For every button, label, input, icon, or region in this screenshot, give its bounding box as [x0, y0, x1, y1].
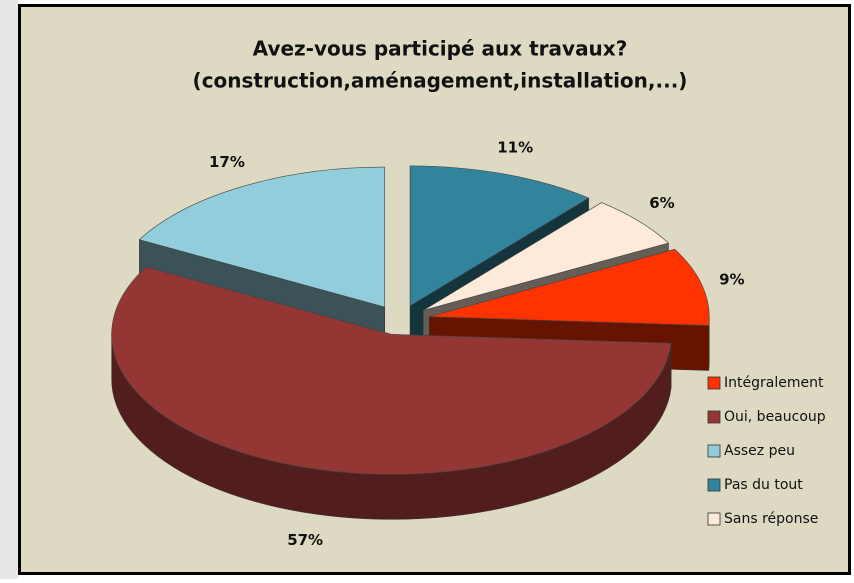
- data-label: 57%: [287, 531, 323, 549]
- legend-swatch: [707, 478, 721, 492]
- side-strip: [0, 0, 18, 579]
- slice: [409, 165, 590, 307]
- legend-swatch: [707, 376, 721, 390]
- legend-swatch: [707, 512, 721, 526]
- slice: [429, 248, 710, 326]
- data-label: 17%: [209, 153, 245, 171]
- data-label: 6%: [649, 194, 674, 212]
- data-label: 9%: [719, 271, 744, 289]
- legend-label: Oui, beaucoup: [724, 409, 826, 425]
- chart-title: (construction,aménagement,installation,.…: [193, 69, 688, 93]
- legend-label: Pas du tout: [724, 477, 803, 493]
- data-label: 11%: [497, 138, 533, 156]
- chart-title: Avez-vous participé aux travaux?: [253, 37, 628, 61]
- legend-swatch: [707, 410, 721, 424]
- slice: [111, 266, 672, 475]
- legend-label: Sans réponse: [724, 511, 818, 527]
- slice: [422, 202, 670, 311]
- slice: [111, 266, 672, 520]
- legend-swatch: [707, 444, 721, 458]
- legend-label: Intégralement: [724, 375, 824, 391]
- legend-label: Assez peu: [724, 443, 795, 459]
- slice: [138, 166, 386, 308]
